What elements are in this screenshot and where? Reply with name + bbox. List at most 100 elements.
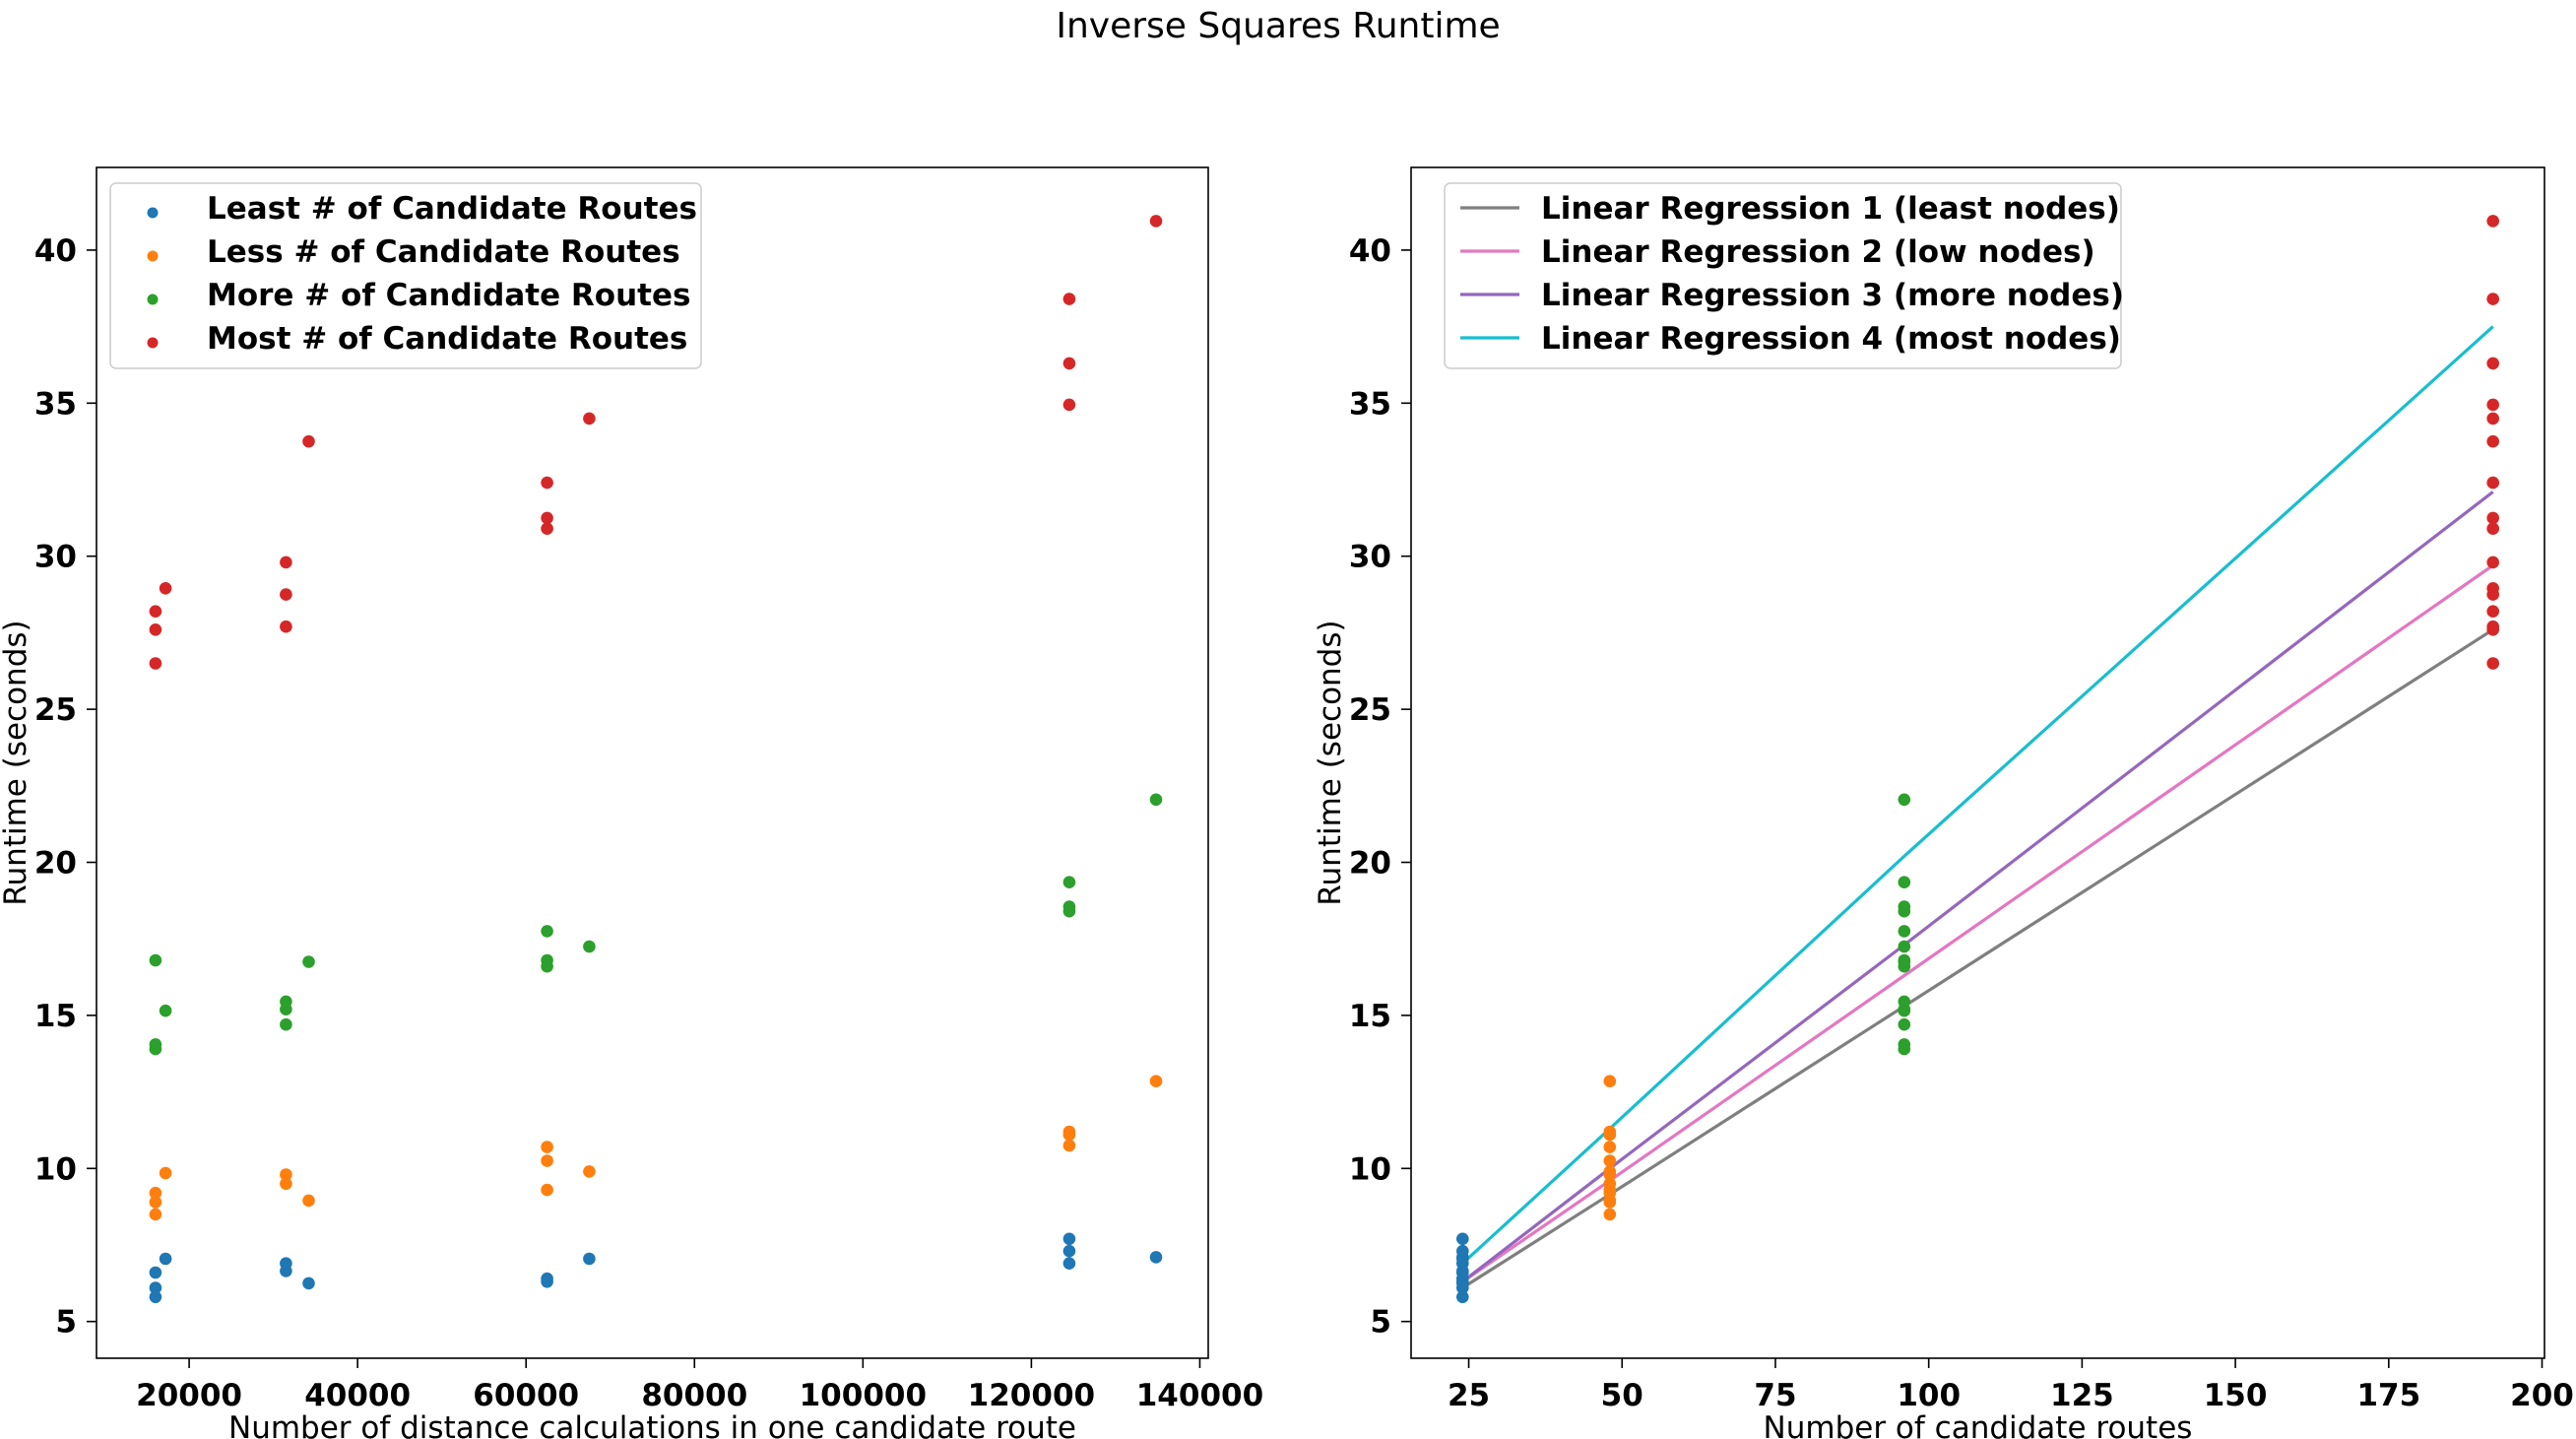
data-point [2486, 357, 2499, 370]
data-point [541, 522, 553, 535]
data-point [583, 1165, 596, 1178]
data-point [149, 1208, 162, 1221]
data-point [2486, 605, 2499, 618]
data-point [1898, 995, 1911, 1009]
regression-line-2 [1461, 563, 2494, 1283]
data-point [541, 925, 553, 938]
regression-line-1 [1461, 627, 2494, 1289]
data-point [1149, 1251, 1163, 1264]
data-point [280, 1017, 292, 1031]
data-point [149, 605, 162, 618]
data-point [1149, 793, 1163, 807]
data-point [1456, 1244, 1469, 1258]
data-point [2486, 620, 2499, 633]
legend-label: Linear Regression 1 (least nodes) [1541, 191, 2120, 227]
x-tick-label: 40000 [304, 1378, 411, 1413]
y-tick-label: 25 [1349, 692, 1391, 728]
legend: Least # of Candidate Routes Less # of Can… [109, 182, 702, 369]
x-tick-label: 75 [1754, 1378, 1796, 1413]
legend-label: Linear Regression 4 (most nodes) [1541, 321, 2121, 357]
y-tick-label: 5 [55, 1305, 77, 1341]
data-point [583, 412, 596, 425]
data-point [1898, 1038, 1911, 1051]
x-tick-label: 200 [2510, 1378, 2574, 1413]
y-tick-label: 30 [1349, 540, 1391, 575]
legend-marker [147, 207, 159, 219]
data-point [149, 1042, 162, 1056]
data-point [302, 1276, 315, 1290]
plot-frame [1410, 166, 2545, 1359]
y-tick-label: 35 [34, 386, 77, 422]
legend-label: Less # of Candidate Routes [207, 234, 680, 270]
regression-line-4 [1461, 325, 2494, 1265]
data-point [2486, 476, 2499, 490]
x-axis-label: Number of distance calculations in one c… [228, 1410, 1076, 1439]
y-tick-label: 20 [1349, 846, 1391, 882]
data-point [159, 1004, 172, 1017]
data-point [1898, 1017, 1911, 1031]
data-point [280, 1003, 292, 1015]
data-point [280, 556, 292, 569]
data-point [149, 953, 162, 967]
data-point [2486, 215, 2499, 228]
legend-box [1444, 182, 2122, 369]
data-point [2486, 582, 2499, 595]
legend-label: Most # of Candidate Routes [207, 321, 687, 357]
data-point [1149, 215, 1163, 228]
data-point [149, 657, 162, 670]
y-tick-label: 15 [34, 999, 77, 1034]
right-chart: 25 50 75 100 125 150 175 200 5 10 15 20 25 30 35 40 Numb… [1313, 166, 2574, 1439]
data-point [280, 1168, 292, 1181]
y-tick-label: 10 [34, 1151, 77, 1187]
data-point [1063, 1244, 1076, 1258]
legend-label: More # of Candidate Routes [207, 278, 690, 313]
legend-box [109, 182, 702, 369]
data-point [1063, 1232, 1076, 1246]
y-tick-label: 10 [1349, 1151, 1391, 1187]
data-point [1063, 1257, 1076, 1270]
data-point [2486, 556, 2499, 569]
data-point [1063, 904, 1076, 918]
x-tick-label: 125 [2050, 1378, 2114, 1413]
data-point [2486, 293, 2499, 305]
data-point [541, 1154, 553, 1167]
data-point [1603, 1165, 1617, 1178]
data-point [1149, 1075, 1163, 1087]
data-point [1603, 1177, 1617, 1191]
data-point [159, 582, 172, 595]
x-tick-label: 25 [1448, 1378, 1490, 1413]
plot-frame [96, 166, 1209, 1359]
y-tick-label: 40 [1349, 233, 1391, 269]
data-point [541, 476, 553, 490]
x-tick-label: 140000 [1136, 1378, 1263, 1413]
y-axis-label: Runtime (seconds) [1313, 620, 1348, 905]
x-tick-label: 50 [1601, 1378, 1643, 1413]
data-point [149, 1281, 162, 1294]
figure-title: Inverse Squares Runtime [1056, 6, 1500, 46]
y-tick-label: 15 [1349, 999, 1391, 1034]
data-point [1456, 1232, 1469, 1246]
data-point [1063, 293, 1076, 305]
data-point [302, 434, 315, 448]
data-point [1603, 1141, 1617, 1153]
y-axis-label: Runtime (seconds) [0, 620, 33, 905]
data-point [1603, 1075, 1617, 1087]
data-point [2486, 522, 2499, 535]
legend-label: Least # of Candidate Routes [207, 191, 697, 227]
data-point [2486, 412, 2499, 425]
data-point [1603, 1208, 1617, 1221]
data-point [280, 1177, 292, 1191]
data-point [1063, 357, 1076, 370]
data-point [149, 1186, 162, 1200]
data-point [159, 1166, 172, 1180]
data-point [2486, 511, 2499, 525]
legend-marker [147, 294, 159, 305]
x-tick-label: 100 [1897, 1378, 1961, 1413]
data-point [1898, 925, 1911, 938]
data-point [1063, 1139, 1076, 1152]
data-point [1898, 940, 1911, 953]
legend: Linear Regression 1 (least nodes) Linear … [1444, 182, 2124, 369]
legend-label: Linear Regression 2 (low nodes) [1541, 234, 2095, 270]
legend-marker [147, 250, 159, 262]
